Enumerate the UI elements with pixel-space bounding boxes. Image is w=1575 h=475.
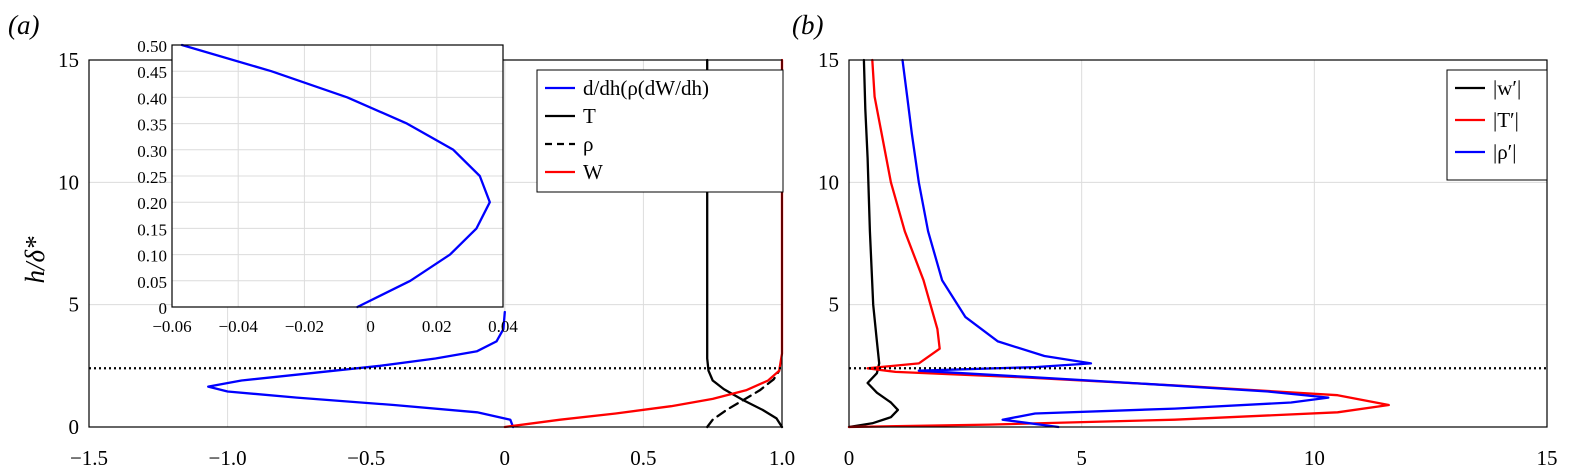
panel-a-x-tick-labels: −1.5 −1.0 −0.5 0 0.5 1.0: [70, 446, 795, 470]
panel-b-legend-entry-label: |w′|: [1493, 76, 1521, 100]
panel-b-legend-entry-label: |T′|: [1493, 108, 1519, 132]
panel-b-y-tick-label: 15: [818, 48, 839, 72]
inset-y-tick-label: 0: [159, 299, 168, 318]
panel-a-y-axis-title: h/δ*: [20, 236, 50, 284]
inset-y-tick-label: 0.05: [137, 273, 167, 292]
inset-y-tick-label: 0.25: [137, 168, 167, 187]
panel-b-x-tick-labels: 0 5 10 15: [844, 446, 1558, 470]
inset-series-inset-blue: [180, 43, 491, 309]
inset-x-tick-label: −0.04: [219, 317, 259, 336]
inset-x-tick-label: 0.04: [488, 317, 518, 336]
panel-b: 0 5 10 15 5 10 15 (b) |w′| |T′| |ρ′|: [792, 10, 1558, 470]
inset-frame: [171, 44, 504, 308]
inset-chart: −0.06 −0.04 −0.02 0 0.02 0.04 0 0.05 0.10 0.15 0.…: [137, 37, 518, 336]
inset-y-tick-label: 0.50: [137, 37, 167, 56]
panel-a-series-blue: [207, 310, 515, 429]
panel-a-series-T: [706, 58, 784, 429]
panel-b-legend-entry-label: |ρ′|: [1493, 140, 1516, 164]
inset-y-tick-label: 0.35: [137, 116, 167, 135]
panel-a-y-tick-label: 5: [69, 293, 80, 317]
inset-series: [180, 43, 491, 309]
inset-y-tick-label: 0.20: [137, 194, 167, 213]
panel-b-series-T: [847, 58, 1390, 429]
panel-b-x-tick-label: 5: [1076, 446, 1087, 470]
panel-a-x-tick-label: −0.5: [347, 446, 385, 470]
inset-y-tick-labels: 0 0.05 0.10 0.15 0.20 0.25 0.30 0.35 0.40 0.45 0.5…: [137, 37, 167, 318]
inset-y-tick-label: 0.45: [137, 63, 167, 82]
inset-x-tick-label: −0.06: [152, 317, 191, 336]
inset-y-tick-label: 0.40: [137, 89, 167, 108]
panel-a-legend-entry-label: ρ: [583, 132, 593, 156]
panel-a-y-tick-label: 15: [58, 48, 79, 72]
panel-a-label: (a): [8, 10, 39, 40]
panel-a-legend: d/dh(ρ(dW/dh) TρW: [536, 69, 784, 193]
inset-y-tick-label: 0.30: [137, 142, 167, 161]
panel-a-series-rho: [706, 369, 781, 429]
panel-a-y-tick-label: 0: [69, 415, 80, 439]
inset-y-tick-label: 0.10: [137, 247, 167, 266]
panel-a-series-W: [503, 58, 784, 429]
panel-b-frame: [848, 59, 1548, 428]
panel-a-series: [207, 58, 784, 429]
panel-b-y-tick-labels: 5 10 15: [818, 48, 839, 317]
panel-a-legend-entry-label: d/dh(ρ(dW/dh): [583, 76, 709, 100]
panel-a: −1.5 −1.0 −0.5 0 0.5 1.0 0 5 10 15 (a) h/δ* −0.0…: [8, 10, 795, 470]
panel-a-legend-box: [536, 69, 784, 193]
inset-x-tick-label: −0.02: [285, 317, 324, 336]
panel-a-x-tick-label: −1.5: [70, 446, 108, 470]
panel-b-x-tick-label: 0: [844, 446, 855, 470]
panel-a-x-tick-label: 0.5: [630, 446, 656, 470]
inset-x-tick-label: 0.02: [422, 317, 452, 336]
inset-x-tick-labels: −0.06 −0.04 −0.02 0 0.02 0.04: [152, 317, 518, 336]
panel-a-x-tick-label: 1.0: [769, 446, 795, 470]
inset-x-tick-label: 0: [366, 317, 375, 336]
panel-b-label: (b): [792, 10, 823, 40]
panel-b-series: [847, 58, 1390, 429]
panel-b-x-tick-label: 10: [1304, 446, 1325, 470]
panel-a-x-tick-label: −1.0: [209, 446, 247, 470]
panel-a-legend-entry-label: T: [583, 104, 596, 128]
panel-b-series-w: [847, 58, 900, 429]
inset-y-tick-label: 0.15: [137, 220, 167, 239]
panel-a-legend-entry-label: W: [583, 160, 603, 184]
panel-a-y-tick-label: 10: [58, 170, 79, 194]
panel-b-x-tick-label: 15: [1537, 446, 1558, 470]
panel-b-y-tick-label: 5: [829, 293, 840, 317]
panel-b-y-tick-label: 10: [818, 170, 839, 194]
panel-a-x-tick-label: 0: [500, 446, 511, 470]
panel-b-series-rho: [901, 58, 1330, 429]
panel-a-y-tick-labels: 0 5 10 15: [58, 48, 79, 439]
panel-b-legend: |w′| |T′| |ρ′|: [1446, 69, 1548, 181]
